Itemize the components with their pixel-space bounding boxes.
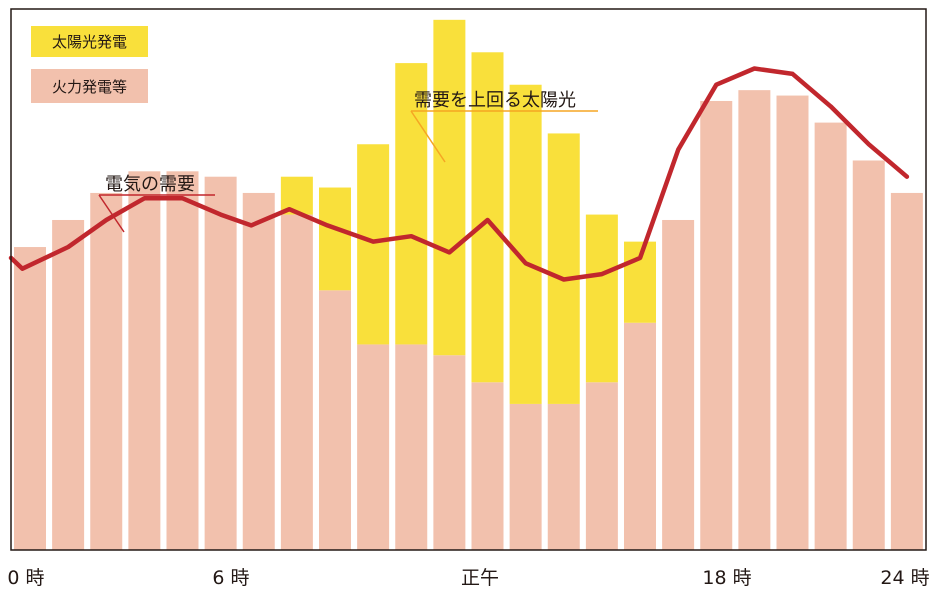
surplus-annotation-leader xyxy=(410,110,446,163)
legend-swatch-solar xyxy=(31,26,148,57)
x-tick-6: 6 時 xyxy=(212,567,250,589)
bar-thermal xyxy=(319,290,351,550)
bar-thermal xyxy=(471,382,504,550)
bar-thermal xyxy=(852,160,885,551)
bar-thermal xyxy=(242,192,275,550)
bar-thermal xyxy=(357,344,390,550)
bar-thermal xyxy=(814,122,847,551)
bar-thermal xyxy=(166,171,199,551)
bar-thermal xyxy=(776,95,809,550)
bar-thermal xyxy=(585,382,618,550)
plot-frame xyxy=(10,8,927,551)
legend-swatch-thermal xyxy=(31,69,148,103)
bar-solar xyxy=(357,144,390,345)
bar-solar xyxy=(395,63,428,345)
demand-line xyxy=(8,66,910,282)
legend-label-solar: 太陽光発電 xyxy=(51,33,127,51)
bar-thermal xyxy=(128,171,161,551)
bar-solar xyxy=(547,133,580,404)
bar-thermal xyxy=(204,176,237,550)
bar-thermal xyxy=(433,355,466,550)
demand-annotation: 電気の需要 xyxy=(105,174,195,195)
surplus-solar-annotation: 需要を上回る太陽光 xyxy=(414,90,576,111)
legend-item-solar: 太陽光発電 xyxy=(31,26,148,57)
bar-thermal xyxy=(890,192,923,550)
bar-solar xyxy=(509,84,542,404)
legend-label-thermal: 火力発電等 xyxy=(51,77,127,96)
bar-thermal xyxy=(700,100,733,550)
bar-thermal xyxy=(90,192,123,550)
bar-thermal xyxy=(52,219,85,551)
bar-thermal xyxy=(395,344,428,550)
bar-thermal xyxy=(547,403,580,550)
x-tick-18: 18 時 xyxy=(702,567,752,589)
bar-thermal xyxy=(509,403,542,550)
bar-thermal xyxy=(624,322,656,550)
bar-thermal xyxy=(14,247,46,551)
bar-solar xyxy=(433,19,466,356)
bar-solar xyxy=(585,214,618,383)
x-tick-0: 0 時 xyxy=(7,567,45,589)
x-tick-24: 24 時 xyxy=(880,567,930,589)
bar-thermal xyxy=(280,214,313,550)
bar-solar xyxy=(319,187,351,291)
legend-item-thermal: 火力発電等 xyxy=(31,69,148,103)
x-tick-noon: 正午 xyxy=(460,567,500,589)
demand-annotation-leader xyxy=(98,194,125,233)
bar-solar xyxy=(471,52,504,383)
bar-thermal xyxy=(662,219,695,551)
bar-thermal xyxy=(738,90,771,551)
